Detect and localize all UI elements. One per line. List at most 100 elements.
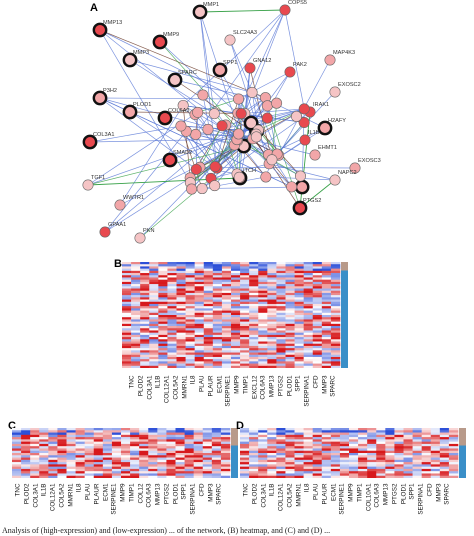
d-gene-label: PTGS2	[391, 483, 399, 505]
network-edge	[99, 29, 239, 100]
network-edge	[199, 125, 223, 168]
network-node	[209, 180, 221, 192]
network-edge	[284, 9, 305, 109]
network-node	[197, 89, 209, 101]
network-node-label: EHMT1	[318, 145, 337, 151]
network-edge	[241, 108, 305, 114]
network-node	[190, 128, 202, 140]
network-node	[291, 110, 303, 122]
d-gene-label: ECM1	[330, 483, 337, 502]
c-gene-label: TIMP1	[128, 483, 136, 503]
network-node	[208, 108, 220, 120]
network-node-label: MMP9	[163, 32, 179, 38]
b-gene-label: IL1B	[154, 375, 162, 389]
c-gene-label: MMP3	[207, 483, 214, 502]
network-edge	[197, 98, 239, 113]
network-edge	[238, 98, 245, 147]
network-node-label: GNA12	[253, 58, 271, 64]
network-edge	[129, 111, 218, 169]
c-gene-label: COL3A1	[32, 483, 39, 508]
network-node	[250, 131, 262, 143]
network-node-label: PTGS2	[303, 198, 321, 204]
b-gene-label: PLAU	[198, 375, 206, 392]
network-node	[260, 171, 272, 183]
d-gene-label: MMRN1	[295, 483, 302, 507]
heatmap-b-gene-labels: TNC PLOD2 COL3A1 IL1B COL12A1 COL5A2 MMRN1 IL8 P…	[128, 372, 337, 422]
network-node	[114, 199, 126, 211]
c-gene-label: PLOD1	[172, 483, 179, 505]
d-gene-label: SERPINA1	[417, 483, 425, 515]
c-gene-label: IL1B	[40, 483, 48, 497]
panel-c-letter: C	[8, 420, 16, 432]
network-node-label: SMAD2	[173, 150, 192, 156]
c-gene-label: MMRN1	[67, 483, 74, 507]
network-node	[192, 4, 208, 20]
b-gene-label: COL12A1	[163, 375, 171, 404]
network-edge	[271, 103, 277, 160]
network-node	[134, 232, 146, 244]
network-node-label: PKN	[143, 228, 155, 234]
d-gene-label: PLOD2	[251, 483, 259, 505]
c-gene-label: COL5A2	[58, 483, 66, 508]
heatmap-d-gene-labels: TNC PLOD2 COL3A1 IL1B COL12A1 COL5A2 MMRN1 IL8 P…	[242, 480, 452, 524]
network-node	[92, 90, 108, 106]
b-gene-label: EXCL12	[251, 375, 258, 399]
c-gene-label: COL12	[137, 483, 144, 504]
d-gene-label: MMP3	[435, 483, 442, 502]
network-node	[271, 97, 283, 109]
network-edge	[99, 97, 239, 100]
group-bar-high	[231, 428, 238, 446]
network-edge	[199, 11, 245, 147]
network-node-label: PLOD1	[133, 102, 151, 108]
panel-a-letter: A	[90, 2, 98, 14]
network-node	[266, 154, 278, 166]
network-edge	[104, 97, 266, 233]
network-edge	[104, 131, 187, 233]
d-gene-label: MMP13	[382, 483, 390, 506]
b-gene-label: PLAUR	[207, 375, 215, 397]
d-gene-label: COL6A3	[373, 483, 381, 508]
network-node	[284, 66, 296, 78]
d-gene-label: PLOD1	[400, 483, 407, 505]
panel-d-letter: D	[236, 420, 244, 432]
group-bar-high	[459, 428, 466, 446]
network-node-label: IL1B	[308, 130, 320, 136]
d-gene-label: COL3A1	[260, 483, 267, 508]
d-gene-label: CFD	[426, 483, 434, 497]
heatmap-d	[240, 428, 466, 478]
network-node	[82, 134, 98, 150]
network-node	[196, 183, 208, 195]
network-edge	[182, 105, 191, 178]
c-gene-label: TNC	[14, 483, 22, 497]
network-node	[261, 112, 273, 124]
network-node	[233, 93, 245, 105]
network-node-label: MMP3	[133, 50, 149, 56]
network-node	[233, 171, 245, 183]
c-gene-label: PLAUR	[93, 483, 101, 505]
b-gene-label: MMP9	[233, 375, 241, 394]
network-node	[122, 52, 138, 68]
network-node	[122, 104, 138, 120]
heatmap-c	[12, 428, 238, 478]
b-gene-label: PTGS2	[277, 375, 285, 397]
network-node-label: SLC24A3	[233, 30, 257, 36]
network-edge	[229, 39, 279, 156]
network-node	[329, 174, 341, 186]
network-edge	[219, 69, 246, 114]
network-node-label: PAK2	[293, 62, 307, 68]
network-node-label: GPAA1	[108, 222, 126, 228]
network-node-label: NAPC2	[338, 170, 357, 176]
b-gene-label: SERPINE1	[224, 375, 232, 407]
b-gene-label: CFD	[312, 375, 320, 389]
b-gene-label: TNC	[128, 375, 136, 389]
d-gene-label: COL10A1	[365, 483, 372, 512]
network-edge	[99, 29, 266, 98]
c-gene-label: CFD	[198, 483, 206, 497]
d-gene-label: PLAUR	[321, 483, 329, 505]
d-gene-label: IL8	[303, 483, 311, 493]
network-edge	[229, 39, 270, 164]
network-node	[298, 116, 310, 128]
b-gene-label: COL6A3	[259, 375, 267, 400]
network-node	[324, 54, 336, 66]
network-node	[82, 179, 94, 191]
